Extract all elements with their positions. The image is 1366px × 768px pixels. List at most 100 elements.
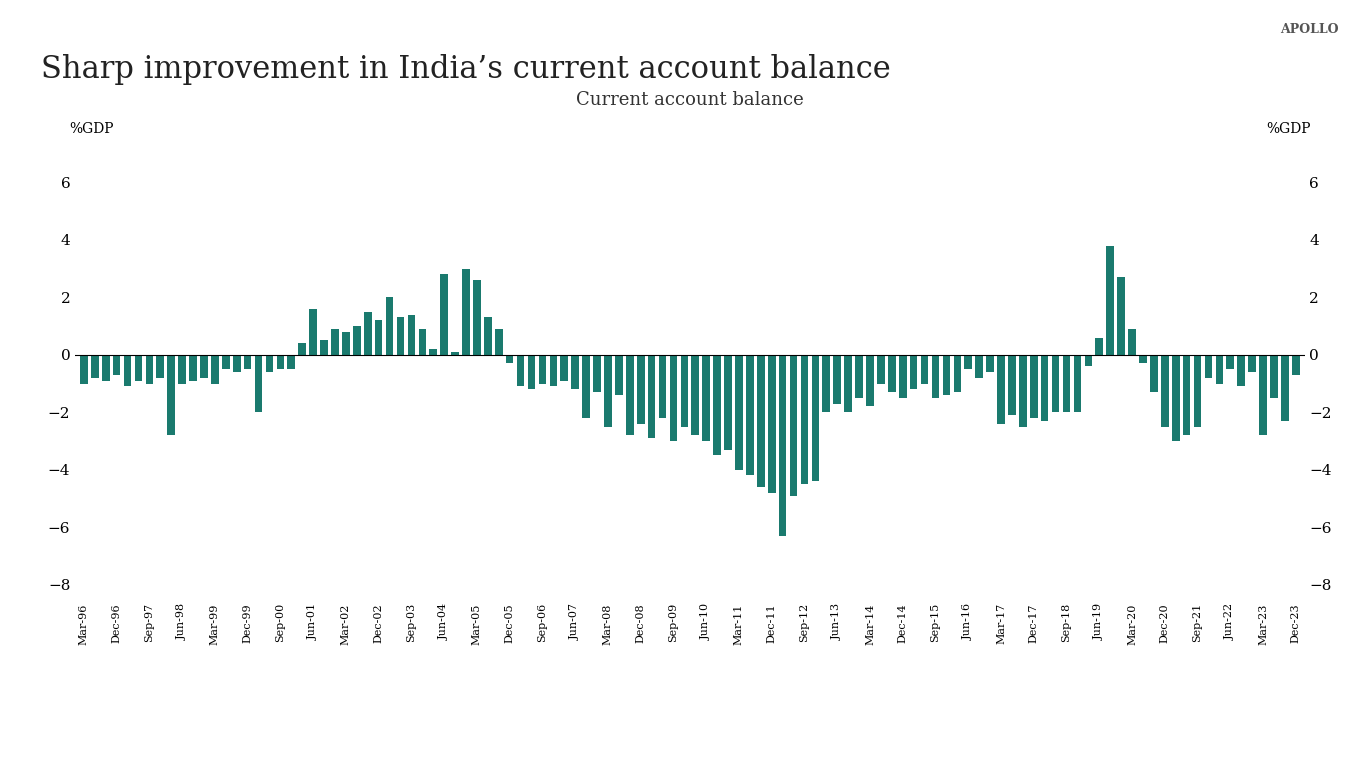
Bar — [473, 280, 481, 355]
Bar — [571, 355, 579, 389]
Bar — [1172, 355, 1179, 441]
Bar — [921, 355, 929, 383]
Bar — [713, 355, 721, 455]
Bar — [986, 355, 994, 372]
Bar — [254, 355, 262, 412]
Bar — [1106, 246, 1115, 355]
Bar — [223, 355, 229, 369]
Bar — [735, 355, 743, 470]
Bar — [484, 317, 492, 355]
Bar — [790, 355, 798, 495]
Bar — [102, 355, 109, 381]
Bar — [201, 355, 208, 378]
Bar — [822, 355, 831, 412]
Bar — [1216, 355, 1223, 383]
Bar — [363, 312, 372, 355]
Bar — [505, 355, 514, 363]
Bar — [168, 355, 175, 435]
Bar — [494, 329, 503, 355]
Bar — [1205, 355, 1212, 378]
Bar — [81, 355, 87, 383]
Bar — [757, 355, 765, 487]
Bar — [910, 355, 918, 389]
Bar — [1249, 355, 1255, 372]
Bar — [626, 355, 634, 435]
Bar — [877, 355, 885, 383]
Bar — [265, 355, 273, 372]
Bar — [1008, 355, 1016, 415]
Bar — [298, 343, 306, 355]
Bar — [593, 355, 601, 392]
Bar — [1019, 355, 1027, 426]
Bar — [724, 355, 732, 449]
Bar — [396, 317, 404, 355]
Bar — [320, 340, 328, 355]
Text: APOLLO: APOLLO — [1280, 23, 1339, 36]
Bar — [1281, 355, 1288, 421]
Bar — [342, 332, 350, 355]
Bar — [374, 320, 382, 355]
Bar — [1227, 355, 1233, 369]
Bar — [691, 355, 699, 435]
Bar — [1041, 355, 1049, 421]
Bar — [276, 355, 284, 369]
Bar — [1238, 355, 1244, 386]
Text: %GDP: %GDP — [1266, 122, 1311, 136]
Bar — [1139, 355, 1147, 363]
Bar — [582, 355, 590, 418]
Bar — [124, 355, 131, 386]
Bar — [243, 355, 251, 369]
Bar — [844, 355, 852, 412]
Bar — [429, 349, 437, 355]
Bar — [549, 355, 557, 386]
Bar — [899, 355, 907, 398]
Bar — [680, 355, 688, 426]
Bar — [953, 355, 962, 392]
Bar — [637, 355, 645, 424]
Text: Sharp improvement in India’s current account balance: Sharp improvement in India’s current acc… — [41, 54, 891, 84]
Bar — [800, 355, 809, 484]
Text: Current account balance: Current account balance — [576, 91, 803, 109]
Bar — [1270, 355, 1277, 398]
Bar — [113, 355, 120, 375]
Bar — [1128, 329, 1137, 355]
Bar — [1194, 355, 1201, 426]
Bar — [1052, 355, 1060, 412]
Bar — [866, 355, 874, 406]
Bar — [538, 355, 546, 383]
Bar — [1030, 355, 1038, 418]
Bar — [615, 355, 623, 395]
Bar — [331, 329, 339, 355]
Bar — [746, 355, 754, 475]
Bar — [407, 315, 415, 355]
Bar — [146, 355, 153, 383]
Bar — [833, 355, 841, 404]
Bar — [855, 355, 863, 398]
Bar — [658, 355, 667, 418]
Bar — [560, 355, 568, 381]
Bar — [1292, 355, 1299, 375]
Bar — [604, 355, 612, 426]
Bar — [975, 355, 984, 378]
Bar — [647, 355, 656, 438]
Bar — [309, 309, 317, 355]
Bar — [352, 326, 361, 355]
Bar — [779, 355, 787, 536]
Bar — [1085, 355, 1093, 366]
Bar — [943, 355, 951, 395]
Bar — [190, 355, 197, 381]
Bar — [287, 355, 295, 369]
Bar — [669, 355, 678, 441]
Bar — [451, 352, 459, 355]
Bar — [1096, 337, 1104, 355]
Bar — [212, 355, 219, 383]
Bar — [997, 355, 1005, 424]
Bar — [1183, 355, 1190, 435]
Bar — [702, 355, 710, 441]
Bar — [964, 355, 973, 369]
Bar — [768, 355, 776, 493]
Bar — [92, 355, 98, 378]
Bar — [179, 355, 186, 383]
Text: %GDP: %GDP — [68, 122, 113, 136]
Bar — [1259, 355, 1266, 435]
